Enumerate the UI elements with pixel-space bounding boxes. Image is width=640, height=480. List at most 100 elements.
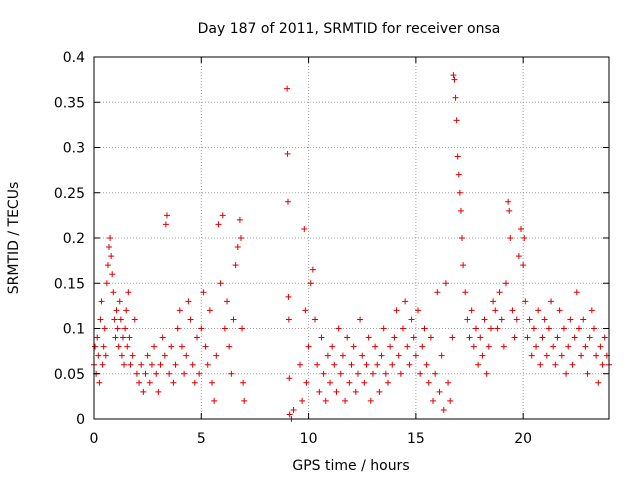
data-point xyxy=(545,325,552,332)
x-axis-label: GPS time / hours xyxy=(292,458,409,474)
data-point xyxy=(543,352,550,359)
data-point xyxy=(376,388,383,395)
data-point xyxy=(367,397,374,404)
data-point xyxy=(430,397,437,404)
data-point xyxy=(462,289,469,296)
data-point xyxy=(485,343,492,350)
data-point xyxy=(432,370,439,377)
data-point xyxy=(342,397,349,404)
data-point xyxy=(112,334,119,341)
data-point xyxy=(104,262,111,269)
data-point xyxy=(419,343,426,350)
data-point xyxy=(391,334,398,341)
data-point xyxy=(121,361,128,368)
data-point xyxy=(290,406,297,413)
data-point xyxy=(111,316,118,323)
data-point xyxy=(92,343,99,350)
y-tick-label: 0 xyxy=(76,412,85,428)
data-point xyxy=(307,280,314,287)
data-point xyxy=(533,343,540,350)
data-point xyxy=(415,307,422,314)
data-point xyxy=(513,316,520,323)
data-point xyxy=(593,352,600,359)
data-point xyxy=(588,307,595,314)
data-point xyxy=(217,280,224,287)
data-point xyxy=(369,370,376,377)
data-point xyxy=(226,343,233,350)
data-point xyxy=(148,361,155,368)
data-point xyxy=(103,280,110,287)
data-point xyxy=(365,334,372,341)
data-point xyxy=(178,343,185,350)
x-tick-label: 0 xyxy=(90,431,99,447)
data-point xyxy=(359,352,366,359)
data-point xyxy=(454,153,461,160)
data-point xyxy=(552,361,559,368)
data-points xyxy=(91,72,612,422)
data-point xyxy=(126,334,133,341)
data-point xyxy=(125,289,132,296)
data-point xyxy=(455,171,462,178)
data-point xyxy=(590,325,597,332)
data-point xyxy=(219,212,226,219)
data-point xyxy=(284,150,291,157)
data-point xyxy=(354,370,361,377)
data-point xyxy=(511,334,518,341)
data-point xyxy=(571,334,578,341)
data-point xyxy=(400,325,406,332)
x-tick-label: 10 xyxy=(300,431,318,447)
data-point xyxy=(541,316,548,323)
data-point xyxy=(153,370,160,377)
data-point xyxy=(129,352,136,359)
data-point xyxy=(456,189,463,196)
data-point xyxy=(194,334,200,341)
data-point xyxy=(436,388,443,395)
data-point xyxy=(189,361,196,368)
data-point xyxy=(382,370,389,377)
data-point xyxy=(470,343,477,350)
data-point xyxy=(224,298,231,305)
data-point xyxy=(204,361,211,368)
data-point xyxy=(107,235,114,241)
data-point xyxy=(324,352,331,359)
data-point xyxy=(472,325,479,332)
data-point xyxy=(427,334,434,341)
data-point xyxy=(442,280,449,287)
data-point xyxy=(550,343,557,350)
data-point xyxy=(301,225,308,232)
data-point xyxy=(221,325,228,332)
data-point xyxy=(314,361,321,368)
data-point xyxy=(174,325,181,332)
data-point xyxy=(417,370,424,377)
data-point xyxy=(434,289,441,296)
data-point xyxy=(363,361,370,368)
data-point xyxy=(487,325,494,332)
data-point xyxy=(102,352,109,359)
data-point xyxy=(100,343,107,350)
data-point xyxy=(450,72,457,79)
data-point xyxy=(452,94,459,101)
data-point xyxy=(183,352,190,359)
data-point xyxy=(387,343,394,350)
data-point xyxy=(556,307,563,314)
data-point xyxy=(526,316,533,323)
data-point xyxy=(181,370,188,377)
data-point xyxy=(346,379,353,386)
data-point xyxy=(127,361,134,368)
data-point xyxy=(449,334,456,341)
data-point xyxy=(113,307,120,314)
data-point xyxy=(483,370,490,377)
data-point xyxy=(95,352,102,359)
data-point xyxy=(397,370,404,377)
data-point xyxy=(584,370,591,377)
data-point xyxy=(114,325,121,332)
data-point xyxy=(348,361,355,368)
data-point xyxy=(468,307,475,314)
data-point xyxy=(515,253,522,260)
data-point xyxy=(410,334,417,341)
data-point xyxy=(402,298,409,305)
data-point xyxy=(339,352,346,359)
data-point xyxy=(421,325,428,332)
data-point xyxy=(286,411,293,418)
